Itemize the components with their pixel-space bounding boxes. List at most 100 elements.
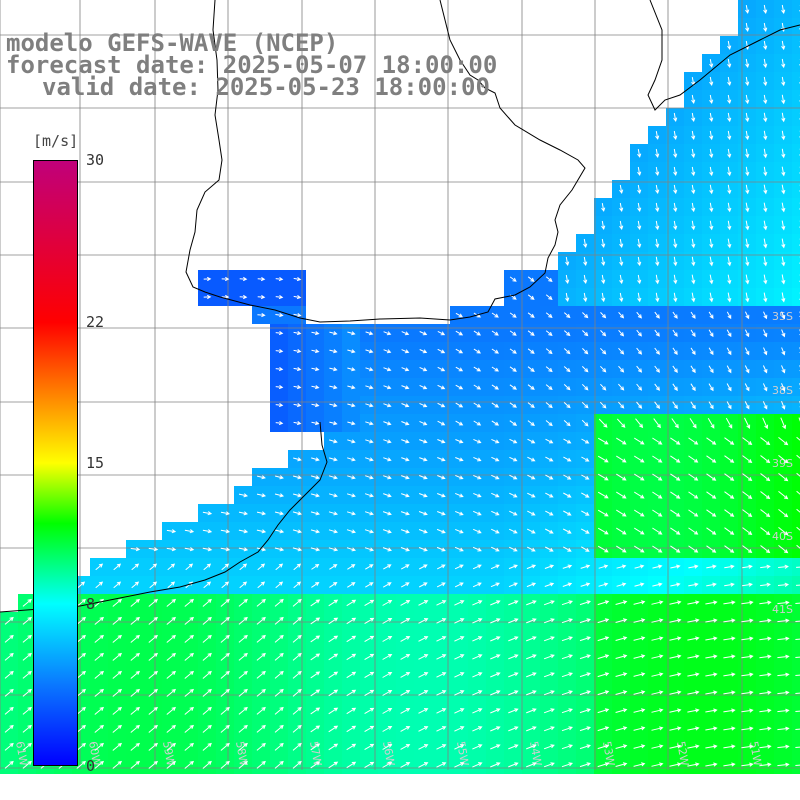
wind-arrow [508, 546, 518, 552]
wind-arrow [726, 401, 732, 410]
wind-arrow [472, 600, 483, 606]
wind-arrow [763, 166, 768, 177]
wind-arrow [346, 725, 357, 733]
wind-arrow [565, 256, 570, 267]
wind-arrow [741, 672, 754, 677]
wind-arrow [310, 529, 321, 534]
wind-arrow [709, 202, 714, 213]
wind-arrow [274, 634, 284, 643]
wind-arrow [706, 509, 717, 517]
wind-arrow [256, 670, 266, 679]
wind-arrow [202, 670, 212, 679]
wind-arrow [636, 347, 643, 355]
wind-arrow [238, 742, 248, 751]
wind-arrow [796, 544, 800, 549]
wind-arrow [112, 652, 123, 661]
wind-arrow [419, 349, 428, 354]
wind-arrow [167, 581, 176, 589]
wind-arrow [238, 760, 248, 769]
wind-arrow [669, 618, 682, 623]
wind-arrow [274, 688, 284, 697]
wind-arrow [654, 383, 660, 391]
wind-arrow [672, 383, 678, 392]
wind-arrow [760, 564, 771, 569]
wind-arrow [581, 366, 589, 373]
wind-arrow [509, 420, 518, 426]
wind-arrow [527, 348, 535, 354]
wind-arrow [688, 437, 699, 445]
wind-arrow [582, 348, 589, 355]
wind-arrow [760, 582, 771, 587]
wind-arrow [257, 312, 266, 318]
wind-arrow [654, 365, 660, 373]
wind-arrow [292, 616, 302, 625]
wind-arrow [311, 331, 320, 336]
wind-cell [792, 306, 800, 324]
wind-arrow [619, 202, 624, 213]
wind-arrow [293, 421, 302, 426]
wind-arrow [709, 166, 714, 177]
wind-arrow [763, 238, 768, 249]
wind-arrow [365, 403, 374, 408]
wind-arrow [705, 618, 718, 623]
wind-arrow [526, 726, 537, 732]
wind-arrow [238, 493, 249, 498]
wind-arrow [221, 276, 230, 282]
wind-arrow [669, 654, 682, 659]
wind-arrow [275, 402, 284, 408]
wind-arrow [709, 130, 714, 141]
wind-arrow [437, 511, 446, 516]
latitude-label: 40S [772, 530, 793, 543]
wind-arrow [256, 706, 266, 715]
wind-arrow [149, 563, 158, 571]
wind-arrow [508, 690, 519, 696]
wind-arrow [545, 348, 553, 355]
wind-arrow [633, 672, 646, 677]
wind-arrow [597, 491, 609, 499]
wind-arrow [347, 421, 356, 426]
wind-arrow [328, 743, 339, 751]
wind-arrow [364, 635, 375, 643]
wind-speed-cells [0, 0, 800, 774]
wind-arrow [455, 510, 464, 516]
wind-arrow [509, 492, 518, 498]
wind-arrow [184, 670, 195, 679]
wind-arrow [781, 148, 786, 159]
wind-arrow [527, 384, 535, 390]
wind-arrow [651, 600, 664, 605]
wind-arrow [762, 417, 769, 430]
colorbar-tick: 8 [86, 595, 96, 614]
wind-arrow [688, 564, 699, 569]
wind-arrow [328, 599, 339, 607]
wind-cell [792, 522, 800, 540]
wind-arrow [184, 724, 195, 733]
wind-arrow [597, 455, 609, 463]
wind-arrow [220, 634, 230, 643]
wind-arrow [781, 58, 786, 69]
wind-arrow [310, 511, 321, 516]
wind-arrow [454, 654, 465, 660]
colorbar-tick: 22 [86, 312, 105, 331]
wind-arrow [742, 564, 753, 569]
wind-arrow [763, 292, 768, 303]
wind-arrow [633, 762, 646, 767]
wind-arrow [744, 347, 750, 356]
wind-arrow [256, 688, 266, 697]
wind-arrow [256, 742, 266, 751]
wind-arrow [760, 455, 771, 464]
wind-arrow [293, 367, 302, 372]
wind-arrow [527, 420, 535, 427]
wind-arrow [727, 184, 732, 195]
wind-arrow [347, 403, 356, 408]
wind-arrow [148, 670, 159, 679]
wind-arrow [745, 166, 750, 177]
wind-arrow [148, 688, 159, 697]
wind-arrow [709, 274, 714, 285]
wind-arrow [526, 618, 537, 624]
wind-arrow [777, 600, 790, 605]
wind-arrow [401, 493, 410, 498]
wind-arrow [4, 652, 14, 661]
wind-arrow [744, 329, 750, 338]
wind-arrow [418, 762, 429, 768]
wind-arrow [655, 274, 660, 285]
